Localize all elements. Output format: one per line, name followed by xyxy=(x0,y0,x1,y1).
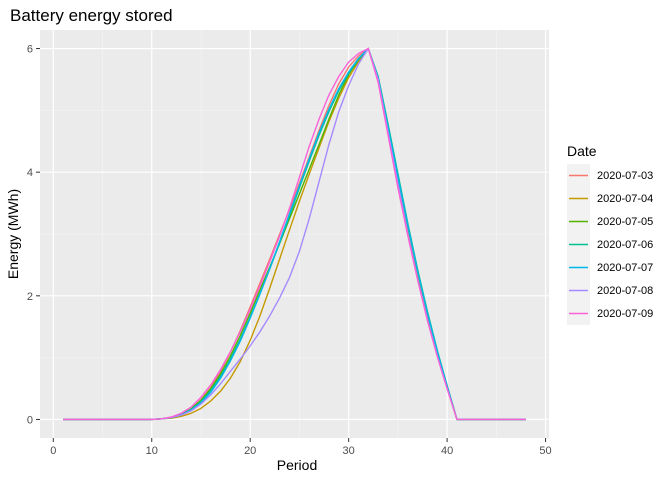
y-axis-title: Energy (MWh) xyxy=(5,189,21,279)
legend-label: 2020-07-05 xyxy=(597,216,653,228)
x-axis: 0 10 20 30 40 50 xyxy=(50,438,552,457)
x-tick-label: 50 xyxy=(539,445,551,457)
x-tick-label: 30 xyxy=(343,445,355,457)
series-lines xyxy=(63,47,526,421)
legend-label: 2020-07-03 xyxy=(597,170,653,182)
x-tick-label: 20 xyxy=(244,445,256,457)
minor-gridlines xyxy=(40,30,549,438)
y-tick-label: 2 xyxy=(27,291,33,303)
legend-title: Date xyxy=(567,143,597,159)
legend-label: 2020-07-08 xyxy=(597,285,653,297)
legend-label: 2020-07-04 xyxy=(597,193,653,205)
y-tick-label: 0 xyxy=(27,414,33,426)
x-tick-label: 40 xyxy=(441,445,453,457)
y-tick-label: 6 xyxy=(27,44,33,56)
legend-label: 2020-07-09 xyxy=(597,308,653,320)
x-axis-title: Period xyxy=(277,457,317,473)
chart-title: Battery energy stored xyxy=(10,6,173,25)
y-tick-label: 4 xyxy=(27,167,33,179)
major-gridlines xyxy=(40,30,549,438)
legend-label: 2020-07-06 xyxy=(597,239,653,251)
y-axis: 0 2 4 6 xyxy=(27,44,40,426)
x-tick-label: 0 xyxy=(50,445,56,457)
x-tick-label: 10 xyxy=(146,445,158,457)
series-line-2020-07-09 xyxy=(63,47,526,421)
legend: Date 2020-07-03 2020-07-04 2020-07-05 2020-… xyxy=(567,143,653,325)
legend-label: 2020-07-07 xyxy=(597,262,653,274)
